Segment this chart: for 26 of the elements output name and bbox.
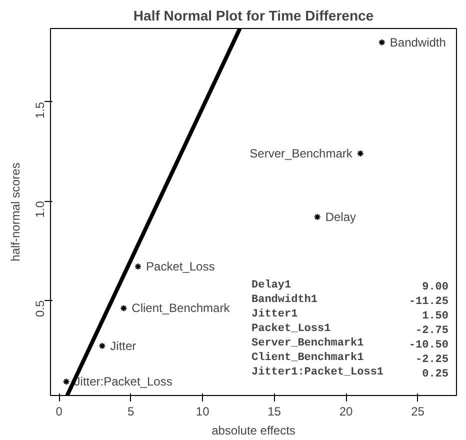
x-tick-label: 5 bbox=[128, 404, 134, 418]
chart-title: Half Normal Plot for Time Difference bbox=[133, 8, 374, 24]
text: Jitter1 1.50 bbox=[252, 308, 448, 322]
x-tick-label: 25 bbox=[411, 404, 425, 418]
y-axis-title: half-normal scores bbox=[8, 162, 22, 262]
x-tick-label: 0 bbox=[56, 404, 63, 418]
annotation: Bandwidth bbox=[390, 35, 446, 50]
annotation: Jitter bbox=[110, 338, 136, 353]
x-tick-label: 20 bbox=[339, 404, 354, 418]
x-tick-label: 10 bbox=[196, 404, 210, 418]
x-axis-title: absolute effects bbox=[212, 424, 296, 438]
y-tick-label: 1.0 bbox=[33, 200, 47, 218]
annotation: Delay bbox=[325, 210, 356, 224]
text: Delay1 9.00 bbox=[252, 280, 448, 294]
text: Jitter1:Packet_Loss1 0.25 bbox=[252, 366, 448, 380]
text: Bandwidth1 -11.25 bbox=[252, 294, 449, 308]
x-tick-label: 15 bbox=[268, 404, 282, 418]
text: Client_Benchmark1 -2.25 bbox=[252, 352, 449, 366]
annotation: Client_Benchmark bbox=[132, 301, 231, 316]
text: Packet_Loss1 -2.75 bbox=[252, 323, 449, 337]
annotation: Server_Benchmark bbox=[250, 146, 354, 160]
annotation: Jitter:Packet_Loss bbox=[74, 374, 172, 389]
annotation: Packet_Loss bbox=[146, 260, 215, 274]
text: Server_Benchmark1 -10.50 bbox=[252, 338, 449, 352]
y-tick-label: 0.5 bbox=[33, 300, 47, 317]
y-tick-label: 1.5 bbox=[33, 102, 47, 119]
